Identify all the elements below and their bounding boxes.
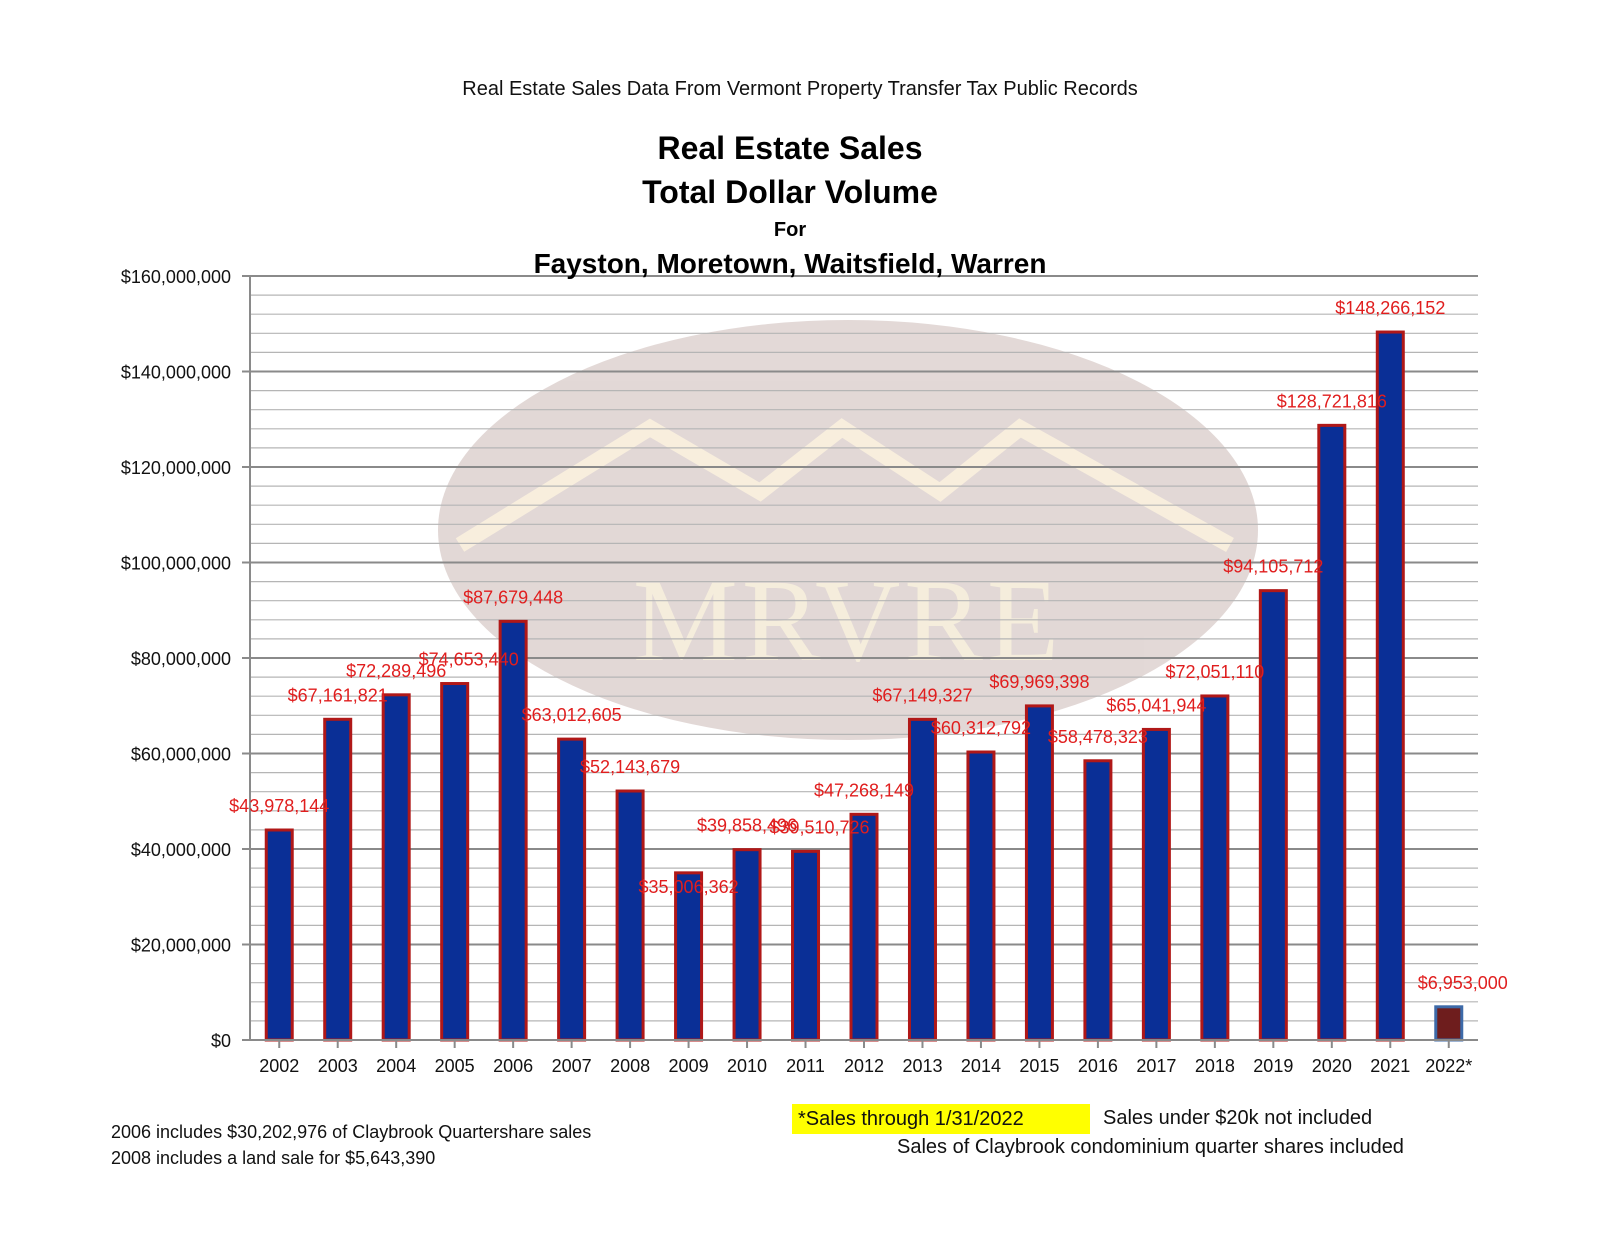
data-label: $39,858,496 [697, 816, 797, 836]
watermark-text: MRVRE [633, 555, 1063, 686]
data-label: $43,978,144 [229, 796, 329, 816]
data-label: $72,051,110 [1165, 662, 1264, 682]
data-label: $72,289,496 [346, 661, 446, 681]
x-tick-label: 2002 [259, 1056, 299, 1076]
bar [1141, 727, 1171, 1042]
x-tick-label: 2014 [961, 1056, 1001, 1076]
bar [381, 693, 411, 1042]
x-tick-label: 2006 [493, 1056, 533, 1076]
x-tick-label: 2020 [1312, 1056, 1352, 1076]
x-tick-label: 2008 [610, 1056, 650, 1076]
x-tick-label: 2011 [786, 1056, 825, 1076]
data-label: $128,721,816 [1277, 391, 1387, 411]
bar [966, 750, 996, 1042]
bar [1375, 330, 1405, 1042]
data-label: $67,161,821 [288, 685, 388, 705]
bar [674, 871, 704, 1042]
y-tick-label: $20,000,000 [131, 936, 231, 956]
x-tick-label: 2004 [376, 1056, 416, 1076]
data-label: $35,006,362 [639, 877, 739, 897]
data-label: $67,149,327 [872, 685, 972, 705]
data-label: $6,953,000 [1418, 973, 1508, 993]
bar [498, 619, 528, 1042]
data-label: $65,041,944 [1106, 695, 1206, 715]
x-tick-label: 2019 [1253, 1056, 1293, 1076]
x-tick-label: 2016 [1078, 1056, 1118, 1076]
data-label: $60,312,792 [931, 718, 1031, 738]
bar [1024, 704, 1054, 1042]
y-tick-label: $140,000,000 [121, 363, 231, 383]
bar [907, 717, 937, 1042]
bar [849, 812, 879, 1042]
x-tick-label: 2015 [1019, 1056, 1059, 1076]
data-label: $87,679,448 [463, 587, 563, 607]
x-tick-label: 2007 [552, 1056, 592, 1076]
note-through-date: *Sales through 1/31/2022 [792, 1104, 1090, 1134]
bar [615, 789, 645, 1042]
bar [323, 717, 353, 1042]
chart-subtitle-for: For [773, 219, 807, 241]
data-label: $58,478,323 [1048, 727, 1148, 747]
x-tick-label: 2017 [1136, 1056, 1176, 1076]
y-tick-label: $160,000,000 [121, 267, 231, 287]
x-tick-label: 2018 [1195, 1056, 1235, 1076]
x-tick-label: 2005 [435, 1056, 475, 1076]
x-tick-label: 2003 [318, 1056, 358, 1076]
note-2006: 2006 includes $30,202,976 of Claybrook Q… [111, 1122, 592, 1142]
bar [264, 828, 294, 1042]
x-tick-label: 2013 [902, 1056, 942, 1076]
bar [791, 849, 821, 1042]
data-label: $148,266,152 [1335, 298, 1445, 318]
y-tick-label: $60,000,000 [131, 745, 231, 765]
x-tick-label: 2009 [669, 1056, 709, 1076]
data-label: $39,510,726 [769, 817, 869, 837]
y-tick-label: $0 [211, 1031, 231, 1051]
x-tick-label: 2012 [844, 1056, 884, 1076]
y-tick-label: $100,000,000 [121, 554, 231, 574]
x-tick-label: 2022* [1425, 1056, 1472, 1076]
note-under-20k: Sales under $20k not included [1103, 1107, 1373, 1129]
x-tick-label: 2021 [1370, 1056, 1410, 1076]
note-condo-shares: Sales of Claybrook condominium quarter s… [897, 1136, 1404, 1158]
data-label: $47,268,149 [814, 780, 914, 800]
data-label: $74,653,440 [419, 650, 519, 670]
bar [1083, 759, 1113, 1042]
data-label: $63,012,605 [522, 705, 622, 725]
y-tick-label: $80,000,000 [131, 649, 231, 669]
source-note: Real Estate Sales Data From Vermont Prop… [462, 78, 1138, 100]
bar [732, 848, 762, 1042]
mrvre-watermark-logo: MRVRE [438, 320, 1258, 740]
chart-towns: Fayston, Moretown, Waitsfield, Warren [533, 248, 1047, 279]
bar [1200, 694, 1230, 1042]
data-label: $69,969,398 [989, 672, 1089, 692]
data-label: $94,105,712 [1223, 557, 1323, 577]
chart-title: Real Estate Sales [657, 130, 923, 166]
watermark-mountains [455, 418, 1234, 552]
chart-subtitle: Total Dollar Volume [642, 174, 938, 210]
bar [1317, 423, 1347, 1042]
note-2008: 2008 includes a land sale for $5,643,390 [111, 1148, 436, 1168]
bar [557, 737, 587, 1042]
y-axis: $0 $20,000,000 $40,000,000 $60,000,000 $80,0… [121, 267, 251, 1051]
x-tick-label: 2010 [727, 1056, 767, 1076]
data-labels: $43,978,144 $67,161,821 $72,289,496$74,653… [229, 298, 1508, 993]
bar [1434, 1005, 1464, 1042]
x-axis: 2002 2003 2004 2005 2006 2007 2008 2009 2010 2011… [250, 1039, 1478, 1076]
y-tick-label: $120,000,000 [121, 458, 231, 478]
y-tick-label: $40,000,000 [131, 840, 231, 860]
data-label: $52,143,679 [580, 757, 680, 777]
bar [440, 682, 470, 1042]
bar [1258, 589, 1288, 1042]
